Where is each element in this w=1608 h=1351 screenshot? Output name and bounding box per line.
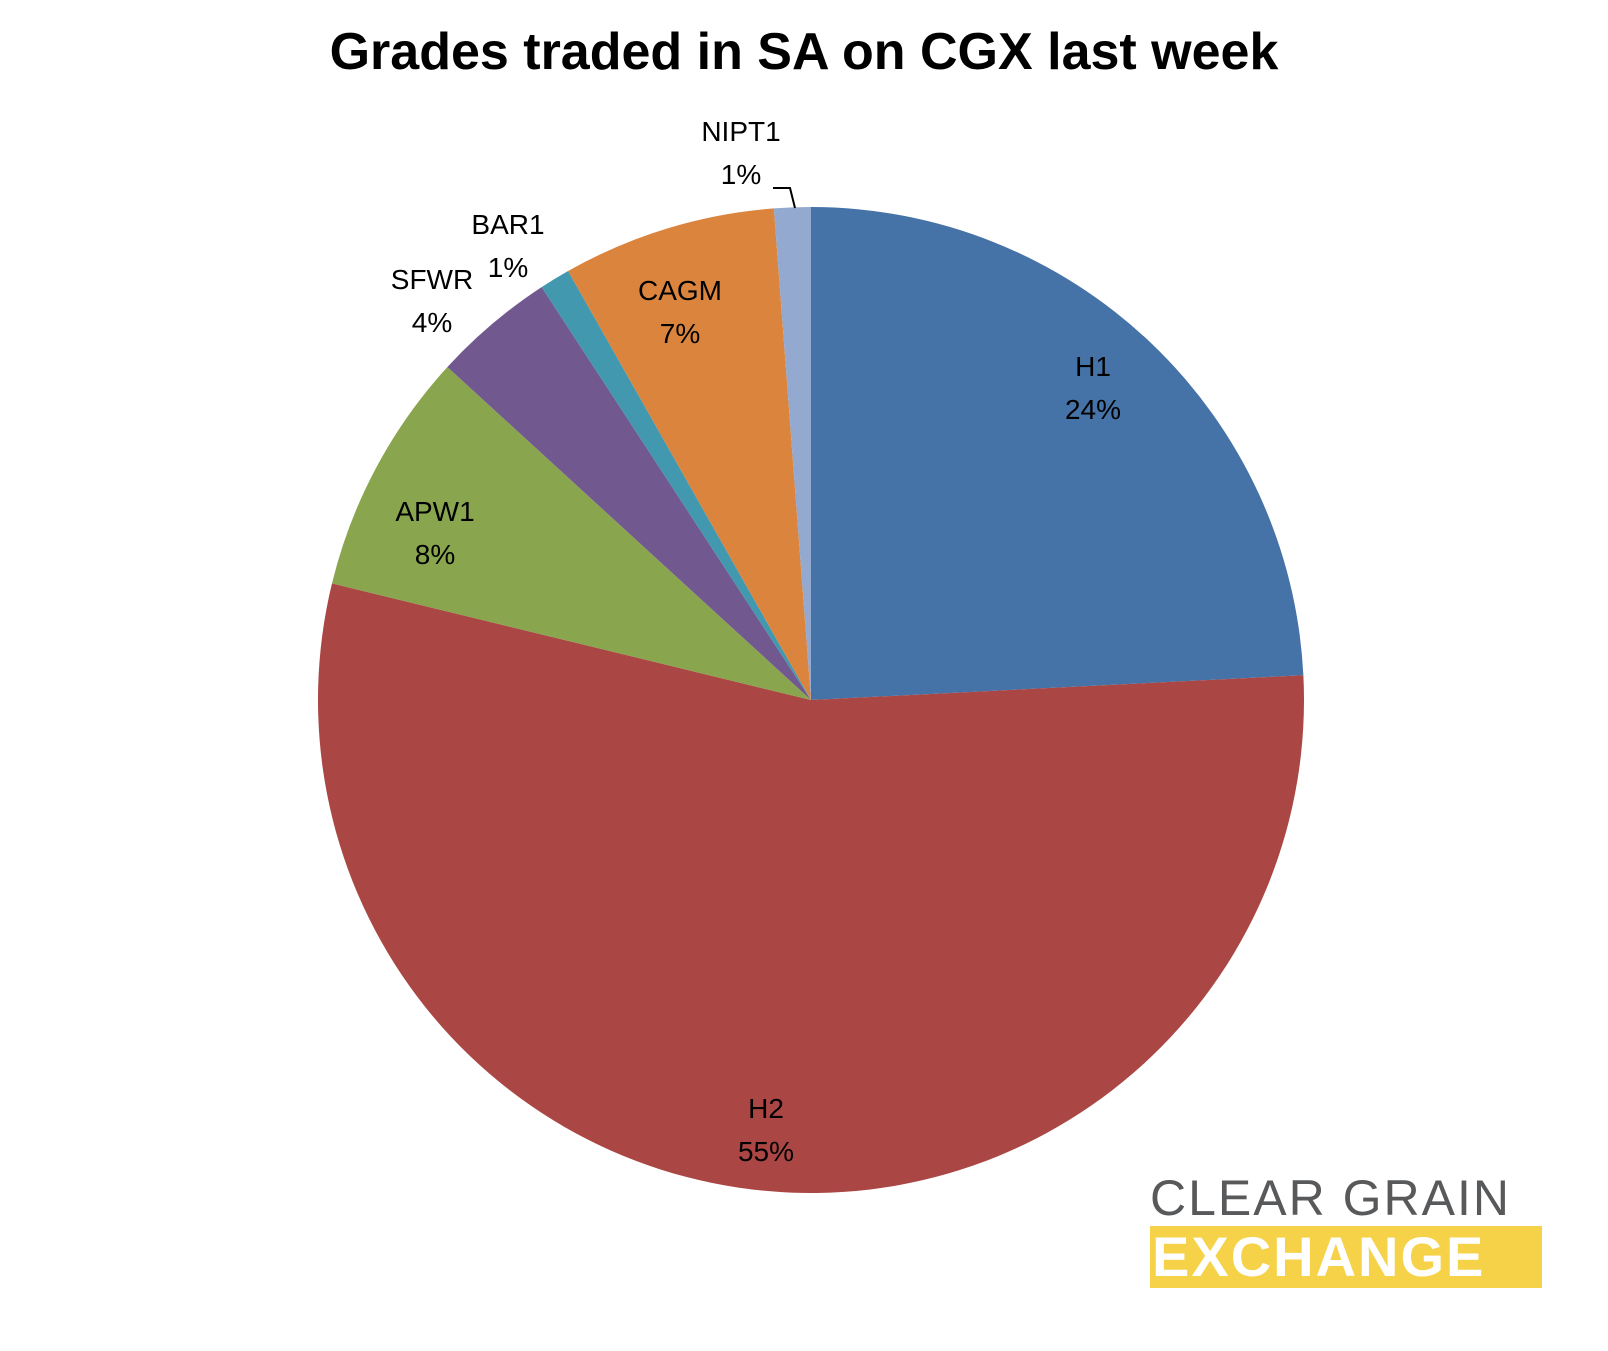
chart-title: Grades traded in SA on CGX last week: [329, 23, 1279, 81]
slice-pct-label-cagm: 7%: [660, 318, 700, 349]
pie-slice-cagm: [568, 208, 811, 700]
logo-line-1: CLEAR GRAIN: [1150, 1170, 1511, 1226]
slice-name-label-h2: H2: [748, 1093, 784, 1124]
pie-slice-h1: [811, 207, 1304, 700]
pie-slice-nipt1: [773, 207, 811, 700]
slice-pct-label-nipt1: 1%: [721, 159, 761, 190]
leader-line-nipt1: [773, 187, 796, 209]
pie-slice-sfwr: [447, 287, 811, 700]
pie-slice-apw1: [331, 367, 811, 700]
slice-pct-label-bar1: 1%: [488, 252, 528, 283]
slice-pct-label-h2: 55%: [738, 1136, 794, 1167]
logo-line-2-band: EXCHANGE: [1150, 1226, 1542, 1288]
slice-name-label-h1: H1: [1075, 351, 1111, 382]
slice-name-label-sfwr: SFWR: [391, 264, 473, 295]
slice-pct-label-sfwr: 4%: [412, 307, 452, 338]
leader-lines: [773, 187, 796, 209]
pie-slice-bar1: [541, 270, 811, 700]
slice-name-label-bar1: BAR1: [471, 209, 544, 240]
slice-pct-label-h1: 24%: [1065, 394, 1121, 425]
slice-name-label-apw1: APW1: [395, 496, 474, 527]
slice-name-label-nipt1: NIPT1: [701, 116, 780, 147]
slice-labels: H1 24% H2 55% APW1 8% SFWR 4% BAR1 1% CAGM 7% NIPT1 1…: [391, 116, 1121, 1167]
slice-pct-label-apw1: 8%: [415, 539, 455, 570]
logo-line-2: EXCHANGE: [1152, 1226, 1486, 1288]
clear-grain-exchange-logo: CLEAR GRAIN EXCHANGE: [1150, 1172, 1542, 1288]
pie-slices: [317, 207, 1304, 1194]
pie-slice-h2: [317, 583, 1304, 1194]
slice-name-label-cagm: CAGM: [638, 275, 722, 306]
